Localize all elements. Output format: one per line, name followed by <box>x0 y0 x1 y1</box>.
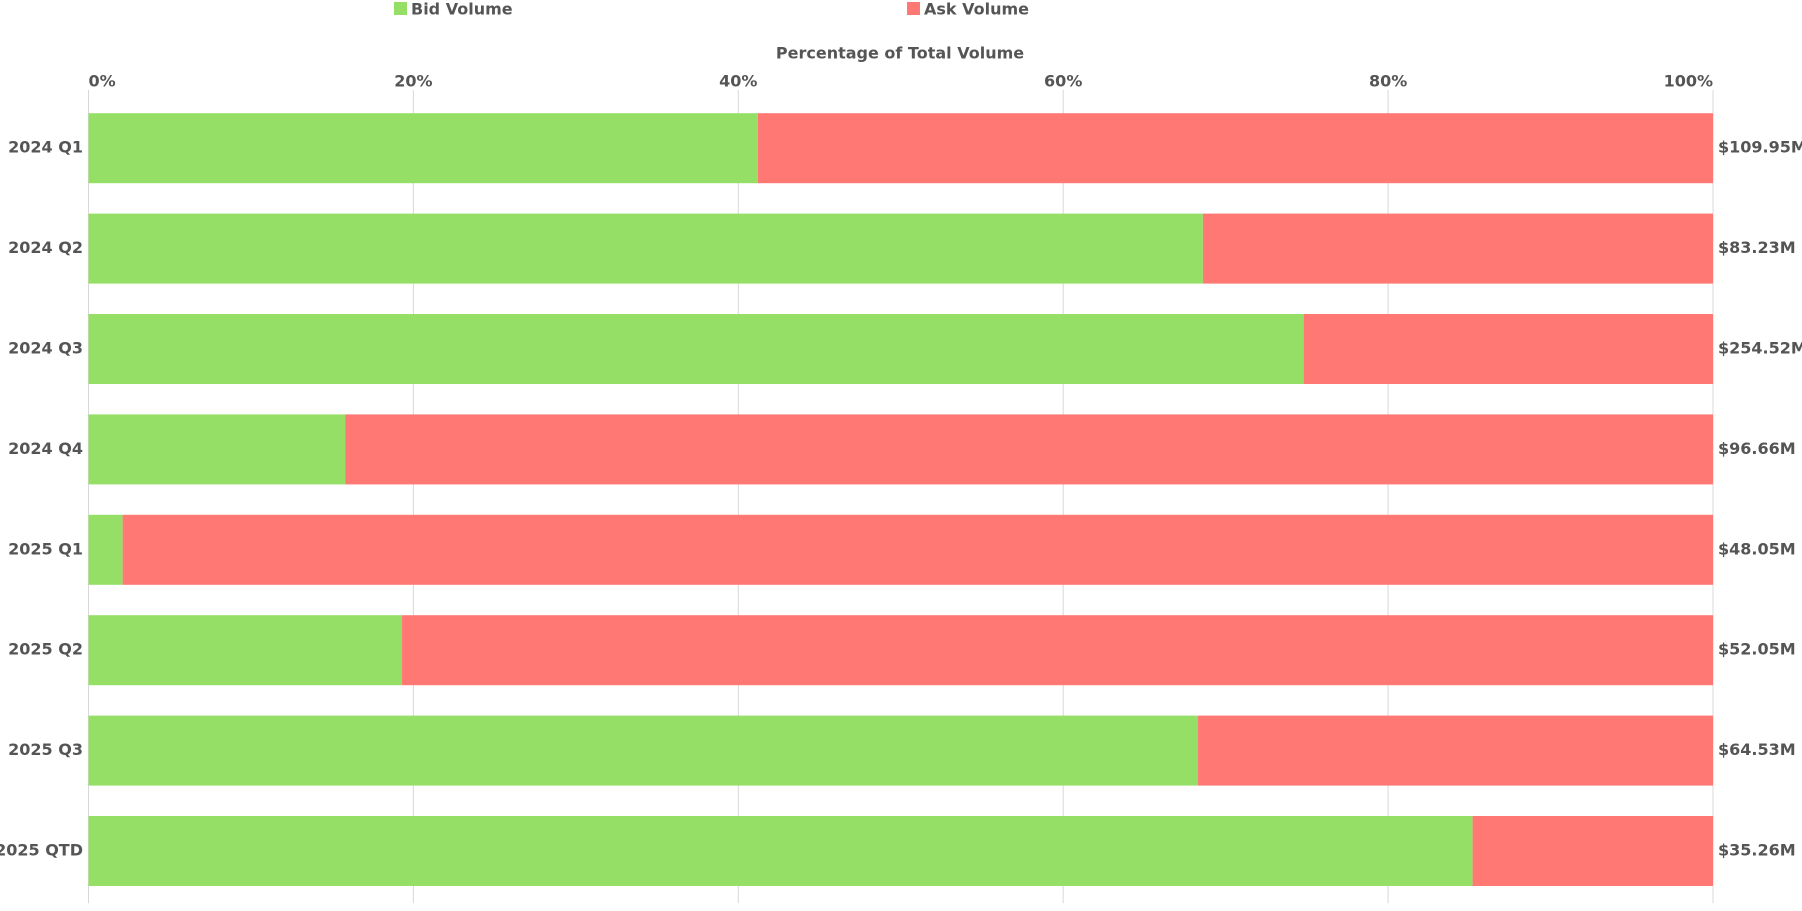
legend-label: Ask Volume <box>924 0 1029 19</box>
bar-segment <box>88 615 403 686</box>
x-tick-label: 80% <box>1369 72 1407 91</box>
bar-segment <box>1198 715 1713 786</box>
y-tick-label: 2025 Q2 <box>8 640 83 659</box>
total-label: $254.52M <box>1718 339 1802 358</box>
y-tick-label: 2024 Q3 <box>8 339 83 358</box>
total-label: $35.26M <box>1718 841 1796 860</box>
total-label: $83.23M <box>1718 238 1796 257</box>
bar-segment <box>88 414 346 485</box>
bar-segment <box>88 816 1473 886</box>
bar-segment <box>1202 213 1713 284</box>
y-tick-label: 2025 QTD <box>0 841 83 860</box>
x-tick-label: 20% <box>394 72 432 91</box>
legend-swatch <box>907 2 920 15</box>
x-tick-label: 60% <box>1044 72 1082 91</box>
bar-segment <box>88 314 1304 384</box>
x-tick-label: 0% <box>89 72 116 91</box>
y-tick-label: 2024 Q1 <box>8 138 83 157</box>
legend-label: Bid Volume <box>411 0 513 19</box>
x-tick-label: 40% <box>719 72 757 91</box>
total-label: $64.53M <box>1718 740 1796 759</box>
y-tick-label: 2025 Q3 <box>8 740 83 759</box>
bar-segment <box>345 414 1713 485</box>
bar-segment <box>122 514 1713 585</box>
bar-segment <box>88 514 123 585</box>
bar-segment <box>1303 314 1713 384</box>
y-tick-label: 2025 Q1 <box>8 539 83 558</box>
total-label: $109.95M <box>1718 138 1802 157</box>
axis-title: Percentage of Total Volume <box>776 44 1024 63</box>
total-label: $96.66M <box>1718 439 1796 458</box>
total-label: $48.05M <box>1718 539 1796 558</box>
bar-segment <box>1472 816 1713 886</box>
bar-segment <box>88 715 1199 786</box>
bar-segment <box>88 213 1203 284</box>
bar-segment <box>88 113 758 184</box>
bar-segment <box>402 615 1713 686</box>
bar-segment <box>757 113 1713 184</box>
x-tick-label: 100% <box>1664 72 1713 91</box>
y-tick-label: 2024 Q4 <box>8 439 83 458</box>
total-label: $52.05M <box>1718 640 1796 659</box>
legend-swatch <box>394 2 407 15</box>
y-tick-label: 2024 Q2 <box>8 238 83 257</box>
